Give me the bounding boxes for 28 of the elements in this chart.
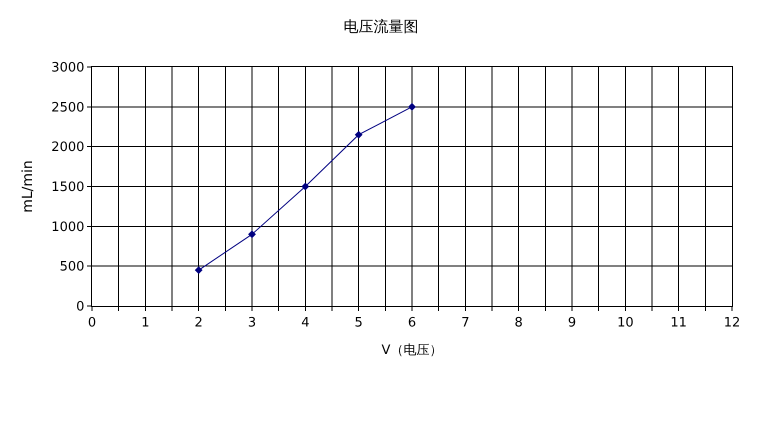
x-axis-title: V（电压） (382, 343, 442, 358)
y-tick-label: 500 (60, 260, 84, 275)
y-tick-label: 1500 (51, 180, 84, 196)
point (408, 102, 416, 111)
chart-title: 电压流量图 (344, 18, 418, 36)
x-tick-label: 9 (568, 316, 576, 331)
y-tick-label: 0 (76, 300, 84, 315)
y-tick-label: 2000 (51, 140, 84, 156)
x-tick-label: 10 (617, 316, 634, 331)
x-tick-label: 8 (514, 316, 523, 331)
y-tick-label: 3000 (51, 60, 84, 76)
y-tick-label: 2500 (51, 100, 84, 116)
point (194, 266, 203, 274)
point (248, 230, 256, 238)
x-tick-label: 0 (88, 316, 96, 331)
x-tick-label: 2 (194, 316, 203, 331)
y-axis-title: mL/min (20, 160, 36, 213)
x-tick-label: 12 (724, 316, 740, 331)
y-tick-label: 1000 (51, 220, 84, 235)
x-tick-label: 6 (408, 316, 416, 331)
x-tick-label: 11 (670, 316, 687, 331)
x-tick-label: 5 (354, 316, 363, 331)
point (354, 130, 363, 139)
x-tick-label: 7 (461, 316, 470, 331)
x-tick-label: 4 (301, 316, 310, 331)
x-tick-label: 1 (141, 316, 150, 331)
x-tick-label: 3 (248, 316, 256, 331)
point (301, 182, 310, 190)
